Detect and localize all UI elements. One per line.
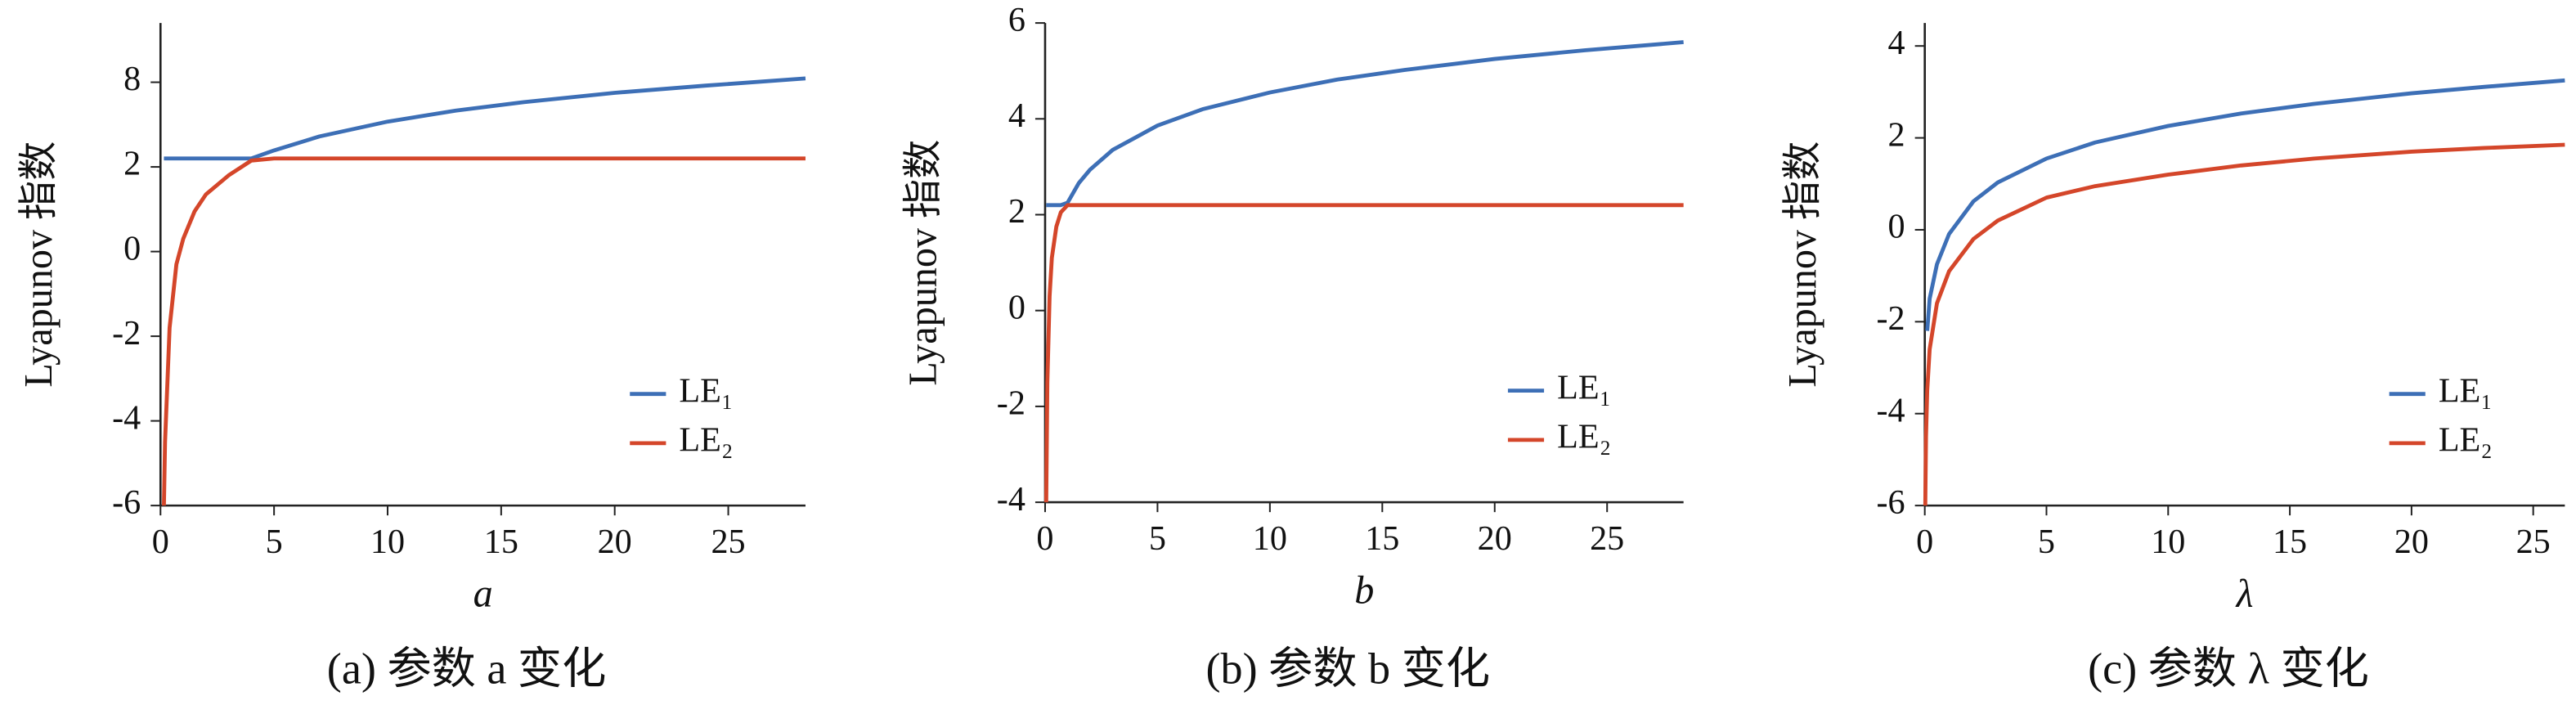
- y-tick-label: -2: [997, 384, 1025, 423]
- y-tick-label: 8: [123, 60, 141, 98]
- legend-label: LE₂: [1557, 418, 1611, 456]
- x-tick-label: 20: [1478, 519, 1512, 558]
- x-tick-label: 5: [1149, 519, 1166, 558]
- line-series: [1045, 40, 1684, 208]
- x-tick-label: 20: [2394, 523, 2429, 561]
- x-tick-label: 0: [1036, 519, 1053, 558]
- y-tick-label: 2: [1008, 192, 1025, 231]
- x-tick-label: 10: [370, 523, 405, 561]
- y-tick-label: 0: [1888, 208, 1905, 246]
- x-axis-label: λ: [2235, 573, 2254, 616]
- y-tick-label: 6: [1008, 1, 1025, 39]
- y-tick-label: -6: [112, 483, 141, 522]
- y-tick-label: -6: [1876, 483, 1905, 522]
- x-tick-label: 15: [484, 523, 518, 561]
- line-series: [1925, 78, 2565, 331]
- y-tick-label: -4: [112, 398, 141, 437]
- x-tick-label: 0: [152, 523, 169, 561]
- y-axis-label: Lyapunov 指数: [17, 141, 61, 388]
- legend-label: LE₁: [1557, 368, 1611, 406]
- line-series: [1923, 142, 2565, 506]
- y-axis-label: Lyapunov 指数: [1781, 141, 1824, 388]
- x-tick-label: 15: [1365, 519, 1399, 558]
- y-tick-label: -4: [1876, 391, 1905, 429]
- y-tick-label: -2: [112, 314, 141, 353]
- y-tick-label: 4: [1888, 24, 1905, 62]
- x-tick-label: 25: [1590, 519, 1624, 558]
- legend-label: LE₁: [679, 371, 733, 410]
- legend-label: LE₂: [679, 421, 733, 460]
- y-tick-label: 2: [1888, 115, 1905, 154]
- caption: (a) 参数 a 变化: [327, 644, 606, 693]
- y-tick-label: -2: [1876, 299, 1905, 338]
- x-tick-label: 5: [266, 523, 283, 561]
- y-tick-label: 0: [123, 229, 141, 267]
- line-series: [163, 76, 806, 161]
- legend-label: LE₁: [2439, 371, 2493, 410]
- y-axis-label: Lyapunov 指数: [902, 140, 945, 386]
- x-tick-label: 10: [2151, 523, 2185, 561]
- legend-label: LE₂: [2439, 421, 2493, 460]
- y-tick-label: -4: [997, 480, 1025, 519]
- x-tick-label: 20: [598, 523, 632, 561]
- x-tick-label: 25: [2516, 523, 2551, 561]
- x-tick-label: 0: [1916, 523, 1933, 561]
- x-tick-label: 25: [711, 523, 745, 561]
- x-axis-label: b: [1354, 569, 1374, 613]
- caption: (c) 参数 λ 变化: [2088, 644, 2369, 693]
- x-axis-label: a: [473, 573, 493, 616]
- y-tick-label: 2: [123, 145, 141, 183]
- x-tick-label: 10: [1253, 519, 1287, 558]
- caption: (b) 参数 b 变化: [1205, 644, 1490, 693]
- x-tick-label: 15: [2273, 523, 2307, 561]
- y-tick-label: 4: [1008, 97, 1025, 135]
- x-tick-label: 5: [2038, 523, 2055, 561]
- line-series: [1043, 203, 1684, 503]
- line-series: [162, 156, 806, 506]
- y-tick-label: 0: [1008, 288, 1025, 326]
